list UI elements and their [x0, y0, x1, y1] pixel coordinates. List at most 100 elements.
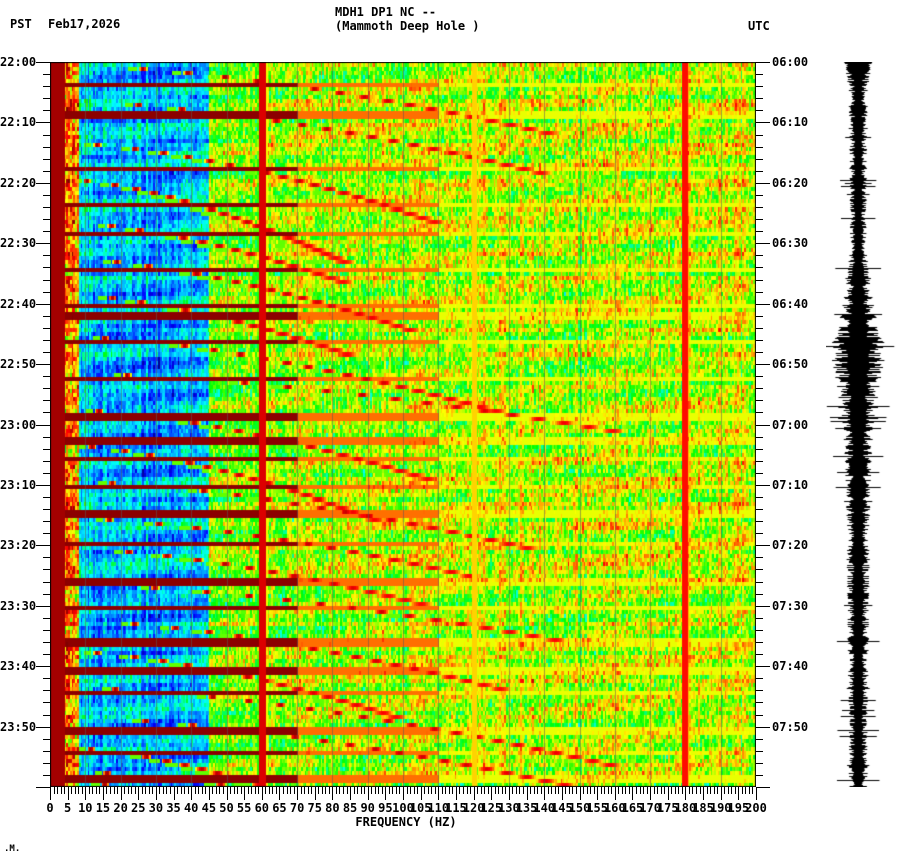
time-tick-minor	[43, 618, 50, 619]
freq-tick-minor	[424, 787, 425, 794]
freq-tick-major	[438, 787, 439, 800]
time-label-utc: 07:30	[772, 599, 809, 613]
time-tick-major	[756, 727, 770, 728]
time-tick-minor	[756, 751, 763, 752]
freq-tick-minor	[445, 787, 446, 794]
freq-tick-minor	[347, 787, 348, 794]
time-tick-minor	[756, 702, 763, 703]
freq-tick-minor	[170, 787, 171, 794]
freq-tick-minor	[608, 787, 609, 794]
freq-tick-label: 70	[289, 801, 305, 815]
frequency-axis-ticks	[50, 787, 757, 801]
freq-tick-minor	[611, 787, 612, 794]
freq-tick-label: 20	[113, 801, 128, 815]
time-label-pst: 22:50	[0, 357, 37, 371]
freq-tick-minor	[364, 787, 365, 794]
freq-tick-minor	[99, 787, 100, 794]
time-tick-minor	[43, 352, 50, 353]
freq-tick-minor	[505, 787, 506, 794]
freq-tick-minor	[463, 787, 464, 794]
freq-tick-label: 110	[427, 801, 450, 815]
freq-tick-label: 0	[46, 801, 54, 815]
freq-tick-minor	[375, 787, 376, 794]
freq-tick-label: 40	[183, 801, 199, 815]
seismogram-trace	[826, 62, 896, 787]
freq-tick-major	[368, 787, 369, 800]
time-axis-left-ticks	[36, 62, 50, 788]
freq-tick-label: 60	[254, 801, 270, 815]
freq-tick-minor	[265, 787, 266, 794]
freq-tick-label: 140	[533, 801, 556, 815]
time-label-utc: 07:50	[772, 720, 809, 734]
time-tick-minor	[756, 376, 763, 377]
freq-tick-label: 45	[201, 801, 217, 815]
time-tick-minor	[43, 557, 50, 558]
freq-tick-minor	[431, 787, 432, 794]
freq-tick-minor	[131, 787, 132, 794]
freq-tick-minor	[202, 787, 203, 794]
freq-tick-minor	[198, 787, 199, 794]
time-tick-major	[756, 606, 770, 607]
freq-tick-minor	[361, 787, 362, 794]
time-axis-right-ticks	[756, 62, 770, 788]
time-tick-minor	[756, 159, 763, 160]
freq-tick-minor	[502, 787, 503, 794]
freq-tick-minor	[75, 787, 76, 794]
time-label-utc: 06:30	[772, 236, 809, 250]
page-title: MDH1 DP1 NC --	[335, 5, 437, 19]
timezone-label-right: UTC	[748, 19, 770, 33]
time-tick-minor	[756, 594, 763, 595]
time-tick-minor	[756, 763, 763, 764]
time-tick-major	[756, 787, 770, 788]
time-tick-minor	[756, 292, 763, 293]
time-label-pst: 23:00	[0, 418, 37, 432]
freq-tick-minor	[488, 787, 489, 794]
spectrogram-canvas	[50, 62, 756, 787]
freq-tick-minor	[587, 787, 588, 794]
freq-tick-minor	[625, 787, 626, 794]
freq-tick-major	[138, 787, 139, 800]
time-tick-major	[36, 62, 50, 63]
freq-tick-minor	[241, 787, 242, 794]
freq-tick-minor	[495, 787, 496, 794]
freq-tick-minor	[287, 787, 288, 794]
freq-tick-minor	[498, 787, 499, 794]
freq-tick-minor	[378, 787, 379, 794]
freq-tick-minor	[399, 787, 400, 794]
freq-tick-minor	[752, 787, 753, 794]
freq-tick-minor	[205, 787, 206, 794]
time-tick-minor	[43, 775, 50, 776]
freq-tick-minor	[745, 787, 746, 794]
spectrogram-plot[interactable]	[50, 62, 756, 787]
time-tick-minor	[43, 763, 50, 764]
time-tick-minor	[756, 340, 763, 341]
freq-tick-minor	[735, 787, 736, 794]
time-tick-minor	[43, 267, 50, 268]
freq-tick-label: 130	[498, 801, 520, 815]
freq-tick-label: 15	[95, 801, 111, 815]
freq-tick-label: 195	[727, 801, 750, 815]
time-tick-minor	[43, 630, 50, 631]
freq-tick-label: 65	[272, 801, 287, 815]
freq-tick-major	[527, 787, 528, 800]
time-tick-major	[756, 485, 770, 486]
freq-tick-minor	[92, 787, 93, 794]
freq-tick-minor	[216, 787, 217, 794]
freq-tick-major	[385, 787, 386, 800]
freq-tick-minor	[283, 787, 284, 794]
time-tick-minor	[43, 135, 50, 136]
time-tick-minor	[43, 739, 50, 740]
freq-tick-minor	[410, 787, 411, 794]
freq-tick-major	[474, 787, 475, 800]
time-tick-minor	[756, 110, 763, 111]
time-tick-minor	[756, 690, 763, 691]
time-tick-minor	[43, 110, 50, 111]
freq-tick-minor	[481, 787, 482, 794]
freq-tick-minor	[534, 787, 535, 794]
freq-tick-minor	[329, 787, 330, 794]
time-tick-minor	[756, 388, 763, 389]
time-tick-minor	[756, 98, 763, 99]
freq-tick-minor	[195, 787, 196, 794]
freq-tick-minor	[428, 787, 429, 794]
time-tick-major	[756, 364, 770, 365]
